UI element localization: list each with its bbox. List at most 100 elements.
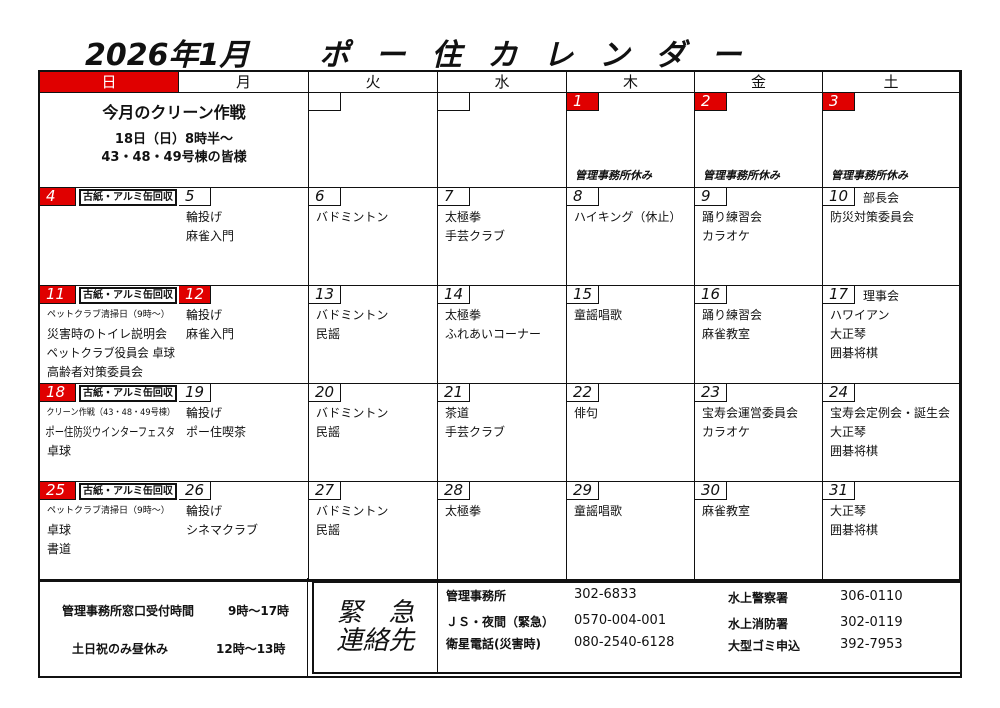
date-box: 14 (438, 286, 470, 304)
date-box: 6 (309, 188, 341, 206)
day-cell: 10 部長会 防災対策委員会 (823, 188, 960, 286)
weekday-header: 火 (309, 72, 438, 93)
office-hours: 管理事務所窓口受付時間 9時～17時 土日祝のみ昼休み 12時～13時 (40, 578, 308, 676)
day-cell: 15 童謡唱歌 (567, 286, 695, 384)
day-cell: 21 茶道手芸クラブ (438, 384, 567, 482)
date-box: 25 (40, 482, 76, 500)
event-item: 書道 (47, 542, 72, 556)
event-item: 童謡唱歌 (574, 308, 623, 322)
day-cell: 6 バドミントン (309, 188, 438, 286)
weekday-header: 日 (40, 72, 179, 93)
weekday-header: 水 (438, 72, 567, 93)
date-box: 15 (567, 286, 599, 304)
contact-name: 水上消防署 (728, 617, 789, 631)
event-item: 踊り練習会 (702, 210, 763, 224)
date-box: 29 (567, 482, 599, 500)
date-box (309, 93, 341, 111)
date-box: 22 (567, 384, 599, 402)
date-box: 26 (179, 482, 211, 500)
collection-badge: 古紙・アルミ缶回収 (79, 287, 177, 304)
date-box: 16 (695, 286, 727, 304)
date-box: 3 (823, 93, 855, 111)
event-item: 囲碁将棋 (830, 523, 879, 537)
clean-note-line: 18日（日）8時半～ (114, 132, 234, 147)
date-box: 11 (40, 286, 76, 304)
day-cell: 28 太極拳 (438, 482, 567, 580)
day-cell: 29 童謡唱歌 (567, 482, 695, 580)
event-item: シネマクラブ (186, 523, 259, 537)
date-box: 7 (438, 188, 470, 206)
event-item: ペットクラブ役員会 卓球 (46, 346, 175, 360)
date-box: 4 (40, 188, 76, 206)
date-box: 30 (695, 482, 727, 500)
collection-badge: 古紙・アルミ缶回収 (79, 385, 177, 402)
date-box: 23 (695, 384, 727, 402)
footer: 管理事務所窓口受付時間 9時～17時 土日祝のみ昼休み 12時～13時 緊 急連… (38, 578, 962, 678)
date-box (438, 93, 470, 111)
event-item: 俳句 (574, 406, 599, 420)
clean-note-heading: 今月のクリーン作戦 (102, 103, 246, 122)
day-cell: 25 古紙・アルミ缶回収ペットクラブ清掃日（9時～） 卓球書道 (40, 482, 179, 580)
date-box: 28 (438, 482, 470, 500)
weekday-header: 土 (823, 72, 960, 93)
date-box: 31 (823, 482, 855, 500)
event-item: 囲碁将棋 (830, 346, 879, 360)
event-item: 茶道 (445, 406, 470, 420)
date-box: 24 (823, 384, 855, 402)
event-item: ポー住防災ウインターフェスタ (45, 425, 176, 439)
day-cell: 24 宝寿会定例会・誕生会 大正琴 囲碁将棋 (823, 384, 960, 482)
date-box: 20 (309, 384, 341, 402)
event-item: 太極拳 (445, 210, 482, 224)
closed-note: 管理事務所休み (575, 169, 652, 182)
closed-note: 管理事務所休み (831, 169, 908, 182)
event-item: 麻雀入門 (186, 327, 235, 341)
event-label: 部長会 (863, 191, 900, 205)
event-item: 災害時のトイレ説明会 (47, 327, 168, 341)
event-item: 麻雀教室 (702, 504, 751, 518)
contact-phone: 0570-004-001 (574, 613, 667, 628)
day-cell (438, 93, 567, 188)
calendar-grid: 日月火水木金土今月のクリーン作戦 18日（日）8時半～ 43・48・49号棟の皆様 1… (38, 70, 962, 582)
event-item: 民謡 (316, 327, 341, 341)
event-item: 踊り練習会 (702, 308, 763, 322)
day-cell: 16 踊り練習会 麻雀教室 (695, 286, 823, 384)
event-item: 輪投げ (186, 210, 223, 224)
event-item: ペットクラブ清掃日（9時～） (47, 310, 170, 320)
hours-value: 9時～17時 (228, 604, 290, 618)
calendar-title: 2026年1月 ポー住カレンダー (85, 30, 767, 74)
collection-badge: 古紙・アルミ缶回収 (79, 483, 177, 500)
date-box: 5 (179, 188, 211, 206)
event-item: カラオケ (702, 229, 751, 243)
event-item: 宝寿会運営委員会 (702, 406, 799, 420)
day-cell: 14 太極拳 ふれあいコーナー (438, 286, 567, 384)
day-cell: 18 古紙・アルミ缶回収 クリーン作戦（43・48・49号棟） ポー住防災ウインターフ… (40, 384, 179, 482)
day-cell: 2 管理事務所休み (695, 93, 823, 188)
day-cell: 7 太極拳 手芸クラブ (438, 188, 567, 286)
day-cell: 9 踊り練習会 カラオケ (695, 188, 823, 286)
closed-note: 管理事務所休み (703, 169, 780, 182)
day-cell: 23 宝寿会運営委員会 カラオケ (695, 384, 823, 482)
event-item: 卓球 (47, 523, 72, 537)
date-box: 12 (179, 286, 211, 304)
date-box: 27 (309, 482, 341, 500)
date-box: 21 (438, 384, 470, 402)
emergency-heading-1: 緊 急 (336, 598, 415, 628)
day-cell: 11 古紙・アルミ缶回収ペットクラブ清掃日（9時～） 災害時のトイレ説明会 ペットクラ… (40, 286, 179, 384)
event-item: 民謡 (316, 425, 341, 439)
event-label: 理事会 (863, 289, 900, 303)
weekday-header: 木 (567, 72, 695, 93)
clean-operation-note: 今月のクリーン作戦 18日（日）8時半～ 43・48・49号棟の皆様 (40, 93, 309, 188)
event-item: 宝寿会定例会・誕生会 (830, 406, 951, 420)
event-item: ハイキング（休止） (574, 210, 682, 224)
day-cell: 5 輪投げ 麻雀入門 (179, 188, 309, 286)
lunch-value: 12時～13時 (216, 642, 286, 656)
event-item: ペットクラブ清掃日（9時～） (47, 506, 170, 516)
event-item: クリーン作戦（43・48・49号棟） (46, 408, 176, 418)
calendar-name: ポー住カレンダー (319, 38, 768, 73)
date-box: 17 (823, 286, 855, 304)
event-item: 大正琴 (830, 425, 867, 439)
event-item: 手芸クラブ (445, 425, 506, 439)
event-item: カラオケ (702, 425, 751, 439)
day-cell: 22 俳句 (567, 384, 695, 482)
event-item: バドミントン (316, 504, 389, 518)
